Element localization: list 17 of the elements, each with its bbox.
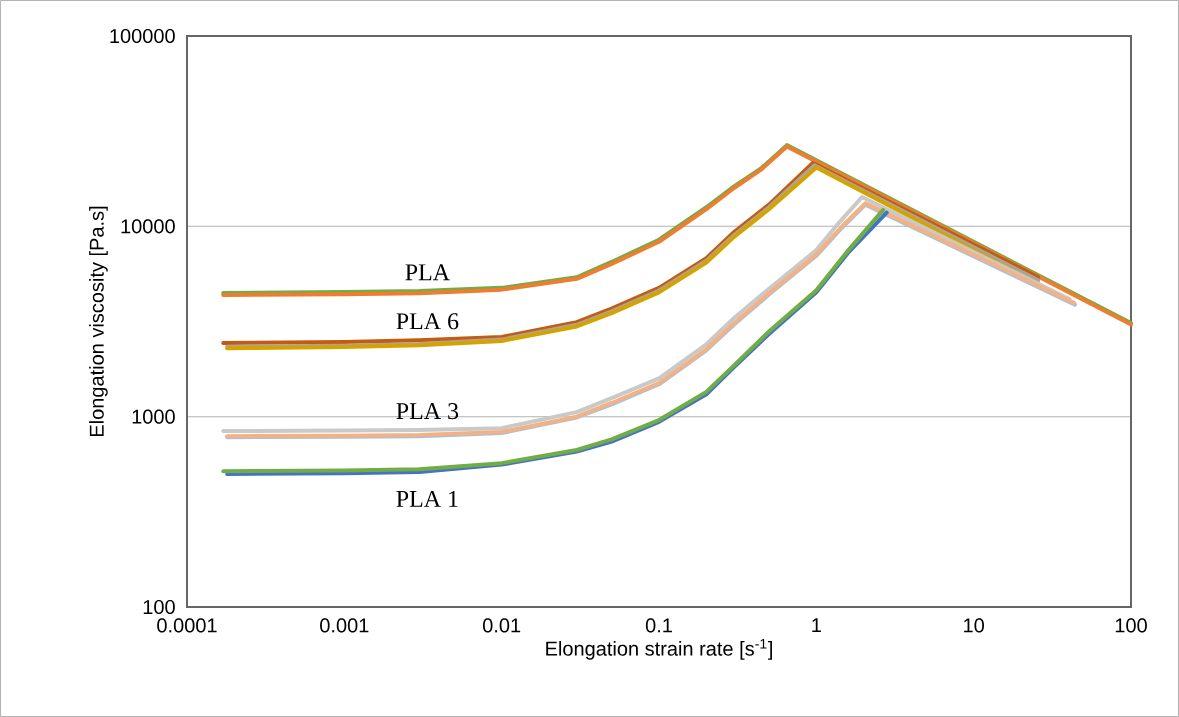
y-tick-label: 10000 <box>121 219 175 234</box>
series-label: PLA <box>405 264 450 281</box>
x-tick-label: 0.001 <box>320 618 369 633</box>
series-label: PLA 6 <box>396 313 459 330</box>
x-axis-title: Elongation strain rate [s$^{-1}$] <box>546 638 772 660</box>
y-tick-label: 100 <box>143 599 175 615</box>
y-axis-title: Elongation viscosity [Pa.s] <box>89 206 108 437</box>
y-tick-label: 1000 <box>132 409 175 424</box>
x-tick-label: 0.0001 <box>157 618 217 633</box>
series-label: PLA 3 <box>396 403 459 420</box>
series-label: PLA 1 <box>396 490 458 507</box>
x-tick-label: 0.01 <box>482 618 521 633</box>
y-tick-label: 100000 <box>110 28 175 44</box>
x-tick-label: 100 <box>1115 618 1147 633</box>
x-tick-label: 0.1 <box>645 618 672 633</box>
x-tick-label: 10 <box>964 618 984 633</box>
x-tick-label: 1 <box>812 618 821 633</box>
